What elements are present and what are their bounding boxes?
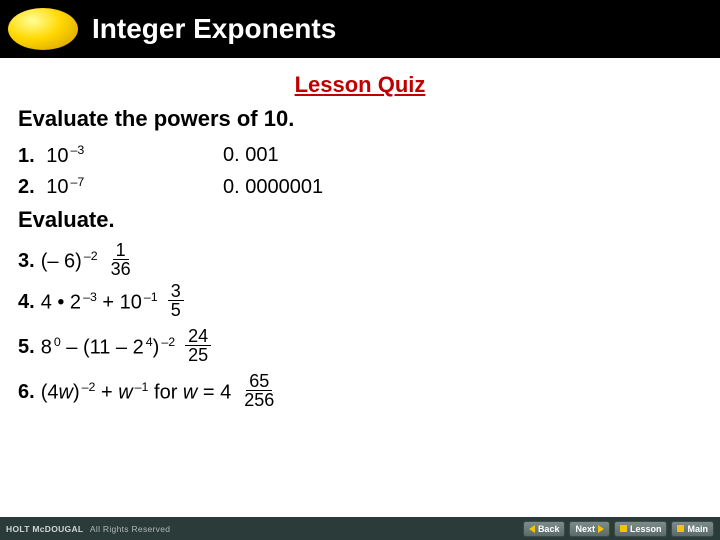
q4-answer: 3 5 xyxy=(168,282,184,319)
q1-number: 1. xyxy=(18,145,35,167)
section2-instruction: Evaluate. xyxy=(18,207,702,233)
q1-expression: 10–3 xyxy=(46,145,84,167)
question-6: 6. (4w)–2 + w–1 for w = 4 65 256 xyxy=(18,374,702,411)
q5-expression: 80 – (11 – 24)–2 xyxy=(41,334,175,362)
q2-expression: 10–7 xyxy=(46,176,84,198)
next-arrow-icon xyxy=(598,525,604,533)
question-2: 2. 10–7 0. 0000001 xyxy=(18,174,702,202)
main-button[interactable]: Main xyxy=(671,521,714,537)
footer-brand: HOLT McDOUGAL All Rights Reserved xyxy=(6,524,519,534)
q5-answer: 24 25 xyxy=(185,327,211,364)
back-button[interactable]: Back xyxy=(523,521,566,537)
q3-answer: 1 36 xyxy=(108,241,134,278)
lesson-square-icon xyxy=(620,525,627,532)
lesson-button[interactable]: Lesson xyxy=(614,521,668,537)
q6-answer: 65 256 xyxy=(241,372,277,409)
q4-number: 4. xyxy=(18,289,35,316)
question-4: 4. 4 • 2–3 + 10–1 3 5 xyxy=(18,284,702,321)
question-1: 1. 10–3 0. 001 xyxy=(18,142,702,170)
question-5: 5. 80 – (11 – 24)–2 24 25 xyxy=(18,329,702,366)
footer-bar: HOLT McDOUGAL All Rights Reserved Back N… xyxy=(0,517,720,540)
q1-answer: 0. 001 xyxy=(223,142,279,169)
section1-instruction: Evaluate the powers of 10. xyxy=(18,106,702,132)
slide-header: Integer Exponents xyxy=(0,0,720,58)
q3-number: 3. xyxy=(18,248,35,275)
q6-expression: (4w)–2 + w–1 for w = 4 xyxy=(41,379,232,407)
main-square-icon xyxy=(677,525,684,532)
slide-title: Integer Exponents xyxy=(92,13,336,45)
q3-expression: (– 6)–2 xyxy=(41,248,98,276)
back-arrow-icon xyxy=(529,525,535,533)
slide-content: Evaluate the powers of 10. 1. 10–3 0. 00… xyxy=(0,98,720,411)
q6-number: 6. xyxy=(18,379,35,406)
question-3: 3. (– 6)–2 1 36 xyxy=(18,243,702,280)
q4-expression: 4 • 2–3 + 10–1 xyxy=(41,289,158,317)
slide-subtitle: Lesson Quiz xyxy=(0,72,720,98)
next-button[interactable]: Next xyxy=(569,521,610,537)
q2-answer: 0. 0000001 xyxy=(223,174,323,201)
q5-number: 5. xyxy=(18,334,35,361)
header-oval-icon xyxy=(8,8,78,50)
q2-number: 2. xyxy=(18,176,35,198)
